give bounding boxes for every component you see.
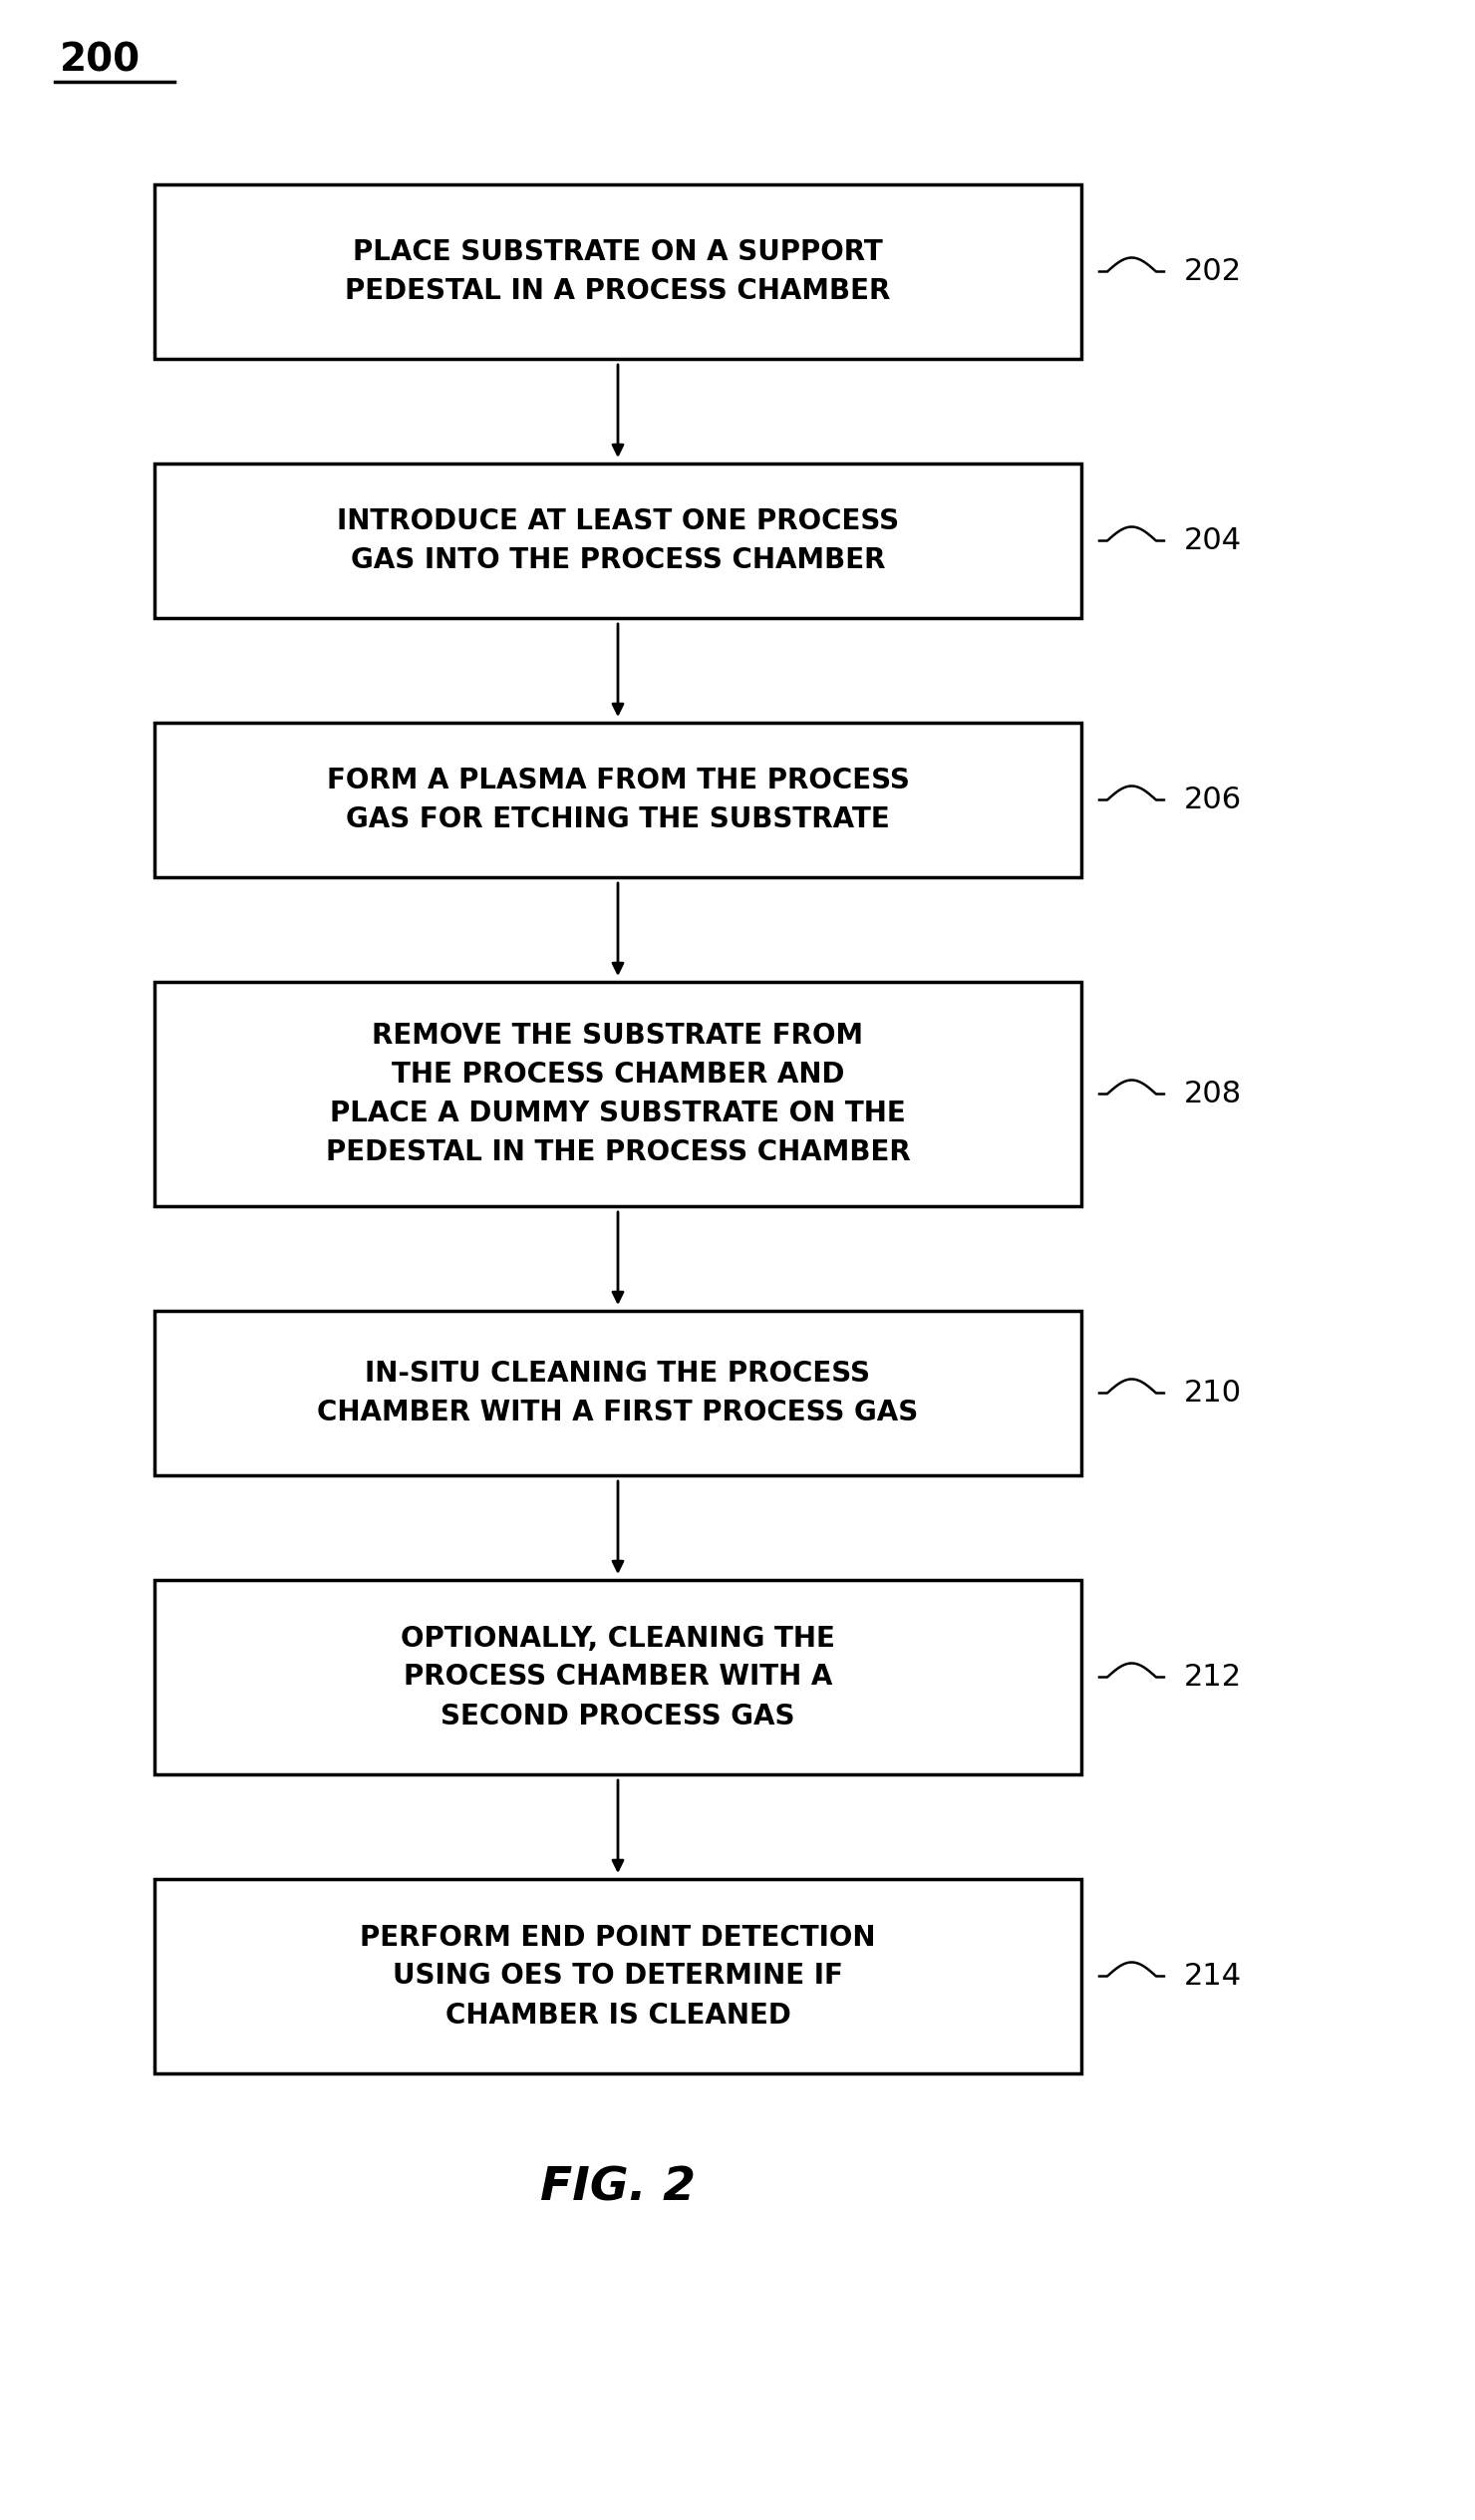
Text: OPTIONALLY, CLEANING THE
PROCESS CHAMBER WITH A
SECOND PROCESS GAS: OPTIONALLY, CLEANING THE PROCESS CHAMBER… [401, 1625, 835, 1731]
Bar [155, 1310, 1081, 1474]
Bar [155, 184, 1081, 358]
Text: 208: 208 [1184, 1079, 1242, 1109]
Text: 206: 206 [1184, 786, 1242, 814]
Text: IN-SITU CLEANING THE PROCESS
CHAMBER WITH A FIRST PROCESS GAS: IN-SITU CLEANING THE PROCESS CHAMBER WIT… [317, 1361, 919, 1426]
Text: PERFORM END POINT DETECTION
USING OES TO DETERMINE IF
CHAMBER IS CLEANED: PERFORM END POINT DETECTION USING OES TO… [360, 1923, 876, 2029]
Text: 210: 210 [1184, 1378, 1242, 1409]
Text: 200: 200 [60, 40, 140, 78]
Bar [155, 1580, 1081, 1774]
Text: PLACE SUBSTRATE ON A SUPPORT
PEDESTAL IN A PROCESS CHAMBER: PLACE SUBSTRATE ON A SUPPORT PEDESTAL IN… [345, 239, 891, 305]
Text: 214: 214 [1184, 1961, 1242, 1991]
Text: INTRODUCE AT LEAST ONE PROCESS
GAS INTO THE PROCESS CHAMBER: INTRODUCE AT LEAST ONE PROCESS GAS INTO … [336, 507, 900, 575]
Text: 212: 212 [1184, 1663, 1242, 1691]
Bar [155, 1880, 1081, 2074]
Text: FIG. 2: FIG. 2 [540, 2165, 696, 2210]
Text: REMOVE THE SUBSTRATE FROM
THE PROCESS CHAMBER AND
PLACE A DUMMY SUBSTRATE ON THE: REMOVE THE SUBSTRATE FROM THE PROCESS CH… [326, 1021, 910, 1167]
Text: FORM A PLASMA FROM THE PROCESS
GAS FOR ETCHING THE SUBSTRATE: FORM A PLASMA FROM THE PROCESS GAS FOR E… [326, 766, 910, 834]
Bar [155, 464, 1081, 617]
Bar [155, 723, 1081, 877]
Bar [155, 983, 1081, 1207]
Text: 202: 202 [1184, 257, 1242, 287]
Text: 204: 204 [1184, 527, 1242, 554]
